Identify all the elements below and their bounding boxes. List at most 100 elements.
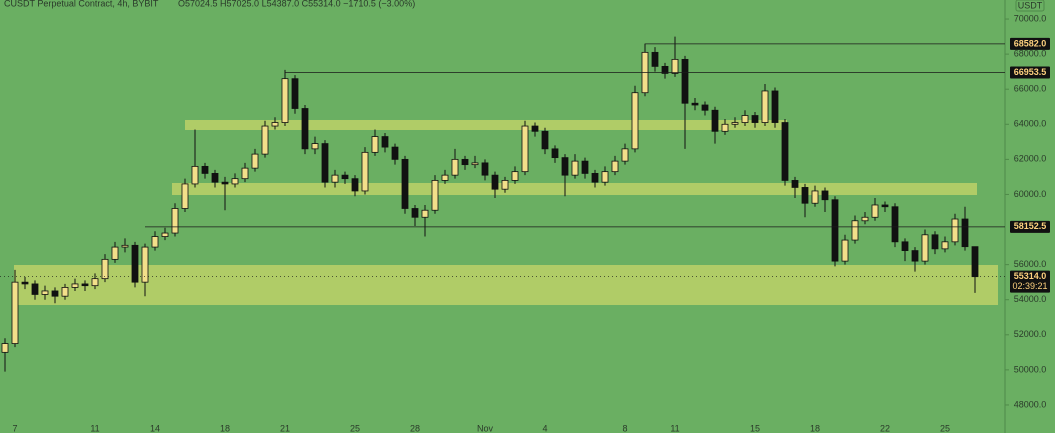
candle-body [501,180,509,190]
candle-body [311,143,319,150]
candle-body [331,174,339,183]
candle-body [81,283,89,287]
candle-body [831,199,839,262]
candle-body [881,204,889,208]
candle-body [871,204,879,218]
x-tick-label: 15 [750,423,760,433]
x-tick-label: 11 [90,423,99,433]
candle-body [771,90,779,123]
candle-body [411,208,419,218]
zone [14,265,998,305]
candle-body [261,125,269,155]
candle-body [101,258,109,280]
chart-title: CUSDT Perpetual Contract, 4h, BYBIT [4,0,159,8]
candle-body [211,173,219,183]
candle-body [141,246,149,283]
candle-body [161,232,169,237]
x-tick-label: 8 [622,423,627,433]
x-tick-label: Nov [477,423,494,433]
candle-body [271,122,279,127]
x-tick-label: 7 [12,423,17,433]
candle-body [861,216,869,222]
y-tick-label: 48000.0 [1014,399,1047,409]
candle-body [51,290,59,297]
candle-body [651,51,659,67]
currency-box [1015,0,1045,12]
candle-body [671,58,679,74]
candle-body [541,130,549,150]
candle-body [521,125,529,173]
candle-body [691,102,699,106]
candle-body [201,165,209,174]
candle-body [941,241,949,250]
candle-body [791,180,799,188]
y-tick-label: 64000.0 [1014,119,1047,129]
candle-body [491,174,499,190]
candle-body [1,343,9,353]
candle-body [751,115,759,123]
level-label: 68582.0 [1014,38,1047,48]
candle-body [441,174,449,181]
zone [185,120,787,130]
candle-body [171,208,179,234]
candle-body [841,239,849,262]
candle-body [181,183,189,209]
level-label: 58152.5 [1014,221,1047,231]
candle-body [221,181,229,185]
candle-body [581,160,589,174]
x-tick-label: 22 [880,423,890,433]
candle-body [191,165,199,185]
candle-body [561,157,569,176]
candle-body [661,65,669,74]
level-label: 66953.5 [1014,67,1047,77]
candle-body [121,244,129,248]
x-tick-label: 28 [410,423,420,433]
candle-body [391,146,399,160]
x-tick-label: 21 [280,423,290,433]
y-tick-label: 60000.0 [1014,189,1047,199]
candle-body [551,148,559,159]
x-tick-label: 11 [670,423,679,433]
candle-body [21,281,29,285]
y-tick-label: 56000.0 [1014,259,1047,269]
candle-body [901,241,909,251]
candle-body [351,178,359,192]
level-box [1010,220,1050,233]
last-price-box [1010,270,1050,293]
candle-body [451,158,459,176]
candle-body [761,90,769,123]
x-tick-label: 25 [350,423,360,433]
candle-body [811,190,819,204]
candle-body [301,108,309,150]
candle-body [401,158,409,209]
candle-body [531,125,539,132]
candle-body [11,281,19,344]
level-box [1010,66,1050,79]
y-tick-label: 52000.0 [1014,329,1047,339]
candle-body [31,283,39,295]
candle-body [931,234,939,250]
candle-body [91,278,99,287]
candle-body [41,290,49,295]
candle-body [231,178,239,185]
y-tick-label: 70000.0 [1014,13,1047,23]
x-tick-label: 14 [150,423,160,433]
x-tick-label: 4 [542,423,547,433]
candle-body [851,220,859,241]
countdown: 02:39:21 [1012,281,1047,291]
candle-body [151,236,159,248]
candle-body [481,162,489,176]
candle-body [821,190,829,201]
y-tick-label: 68000.0 [1014,48,1047,58]
candle-body [891,206,899,243]
candle-body [241,167,249,180]
candle-body [971,246,979,278]
candle-body [631,92,639,150]
x-tick-label: 18 [810,423,820,433]
zone [172,183,977,195]
candle-body [281,78,289,123]
last-price-label: 55314.0 [1014,271,1047,281]
candle-body [341,174,349,180]
